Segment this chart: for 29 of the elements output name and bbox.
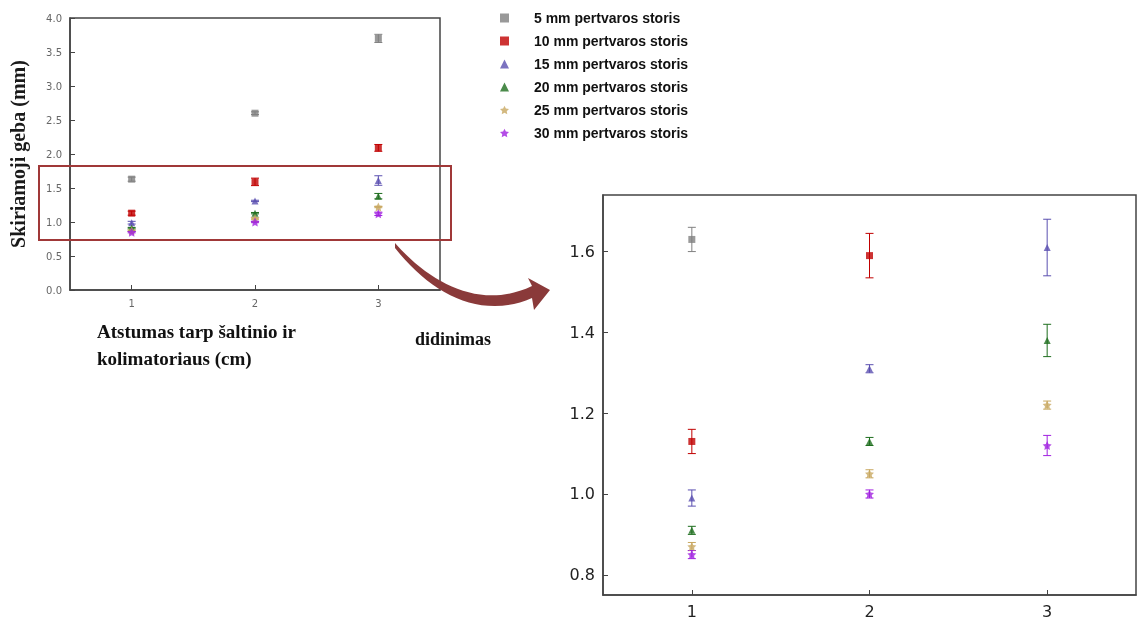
y-tick-label: 1.6: [569, 242, 595, 262]
y-tick-label: 3.0: [46, 80, 62, 92]
y-tick-label: 0.8: [569, 565, 595, 585]
x-tick-label: 1: [686, 601, 697, 621]
y-tick-label: 3.5: [46, 46, 62, 58]
x-tick-label: 3: [375, 297, 382, 309]
legend-label: 15 mm pertvaros storis: [534, 56, 689, 72]
x-axis-title: Atstumas tarp šaltinio ir kolimatoriaus (cm): [97, 321, 301, 370]
legend-label: 5 mm pertvaros storis: [534, 10, 681, 26]
x-tick-label: 2: [251, 297, 259, 309]
y-tick-label: 1.0: [46, 216, 62, 228]
y-tick-label: 2.0: [46, 148, 62, 160]
y-axis-title: Skiriamoji geba (mm): [7, 60, 30, 248]
y-tick-label: 1.0: [569, 484, 595, 504]
legend-label: 30 mm pertvaros storis: [534, 125, 689, 141]
y-tick-label: 0.0: [46, 284, 62, 296]
legend-label: 20 mm pertvaros storis: [534, 79, 689, 95]
y-tick-label: 2.5: [46, 114, 62, 126]
y-tick-label: 1.5: [46, 182, 62, 194]
x-tick-label: 3: [1042, 601, 1053, 621]
y-tick-label: 1.4: [569, 322, 595, 342]
text: didinimas: [415, 329, 492, 349]
legend-label: 10 mm pertvaros storis: [534, 33, 689, 49]
x-tick-label: 2: [864, 601, 875, 621]
y-tick-label: 0.5: [46, 250, 62, 262]
y-tick-label: 4.0: [46, 12, 62, 24]
x-tick-label: 1: [128, 297, 135, 309]
y-tick-label: 1.2: [569, 403, 595, 423]
legend-label: 25 mm pertvaros storis: [534, 102, 689, 118]
